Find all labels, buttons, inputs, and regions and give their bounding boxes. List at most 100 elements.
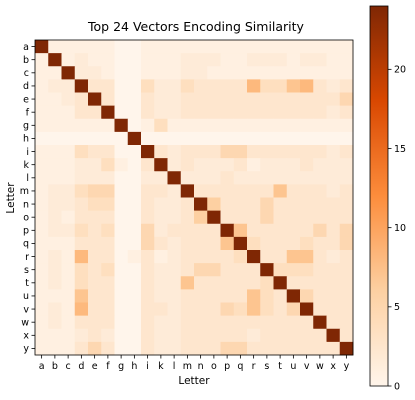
heatmap-cell — [247, 197, 261, 212]
heatmap-cell — [220, 184, 235, 198]
heatmap-cell — [88, 40, 102, 54]
heatmap-cell — [300, 197, 314, 212]
heatmap-cell — [74, 276, 89, 290]
heatmap-cell — [180, 302, 195, 317]
heatmap-cell — [61, 328, 76, 343]
y-tick-label: u — [23, 291, 29, 302]
heatmap-cell — [286, 53, 301, 67]
heatmap-cell — [233, 289, 248, 303]
heatmap-cell — [114, 302, 129, 317]
heatmap-cell — [326, 341, 341, 356]
heatmap-cell — [61, 53, 76, 67]
heatmap-cell — [114, 328, 129, 343]
y-tick-label: p — [23, 226, 29, 237]
heatmap-cell — [167, 131, 182, 146]
heatmap-cell — [154, 92, 168, 107]
y-tick-label: r — [25, 252, 29, 263]
heatmap-cell — [154, 328, 168, 343]
heatmap-cell — [180, 40, 195, 54]
heatmap-cells — [35, 40, 354, 356]
heatmap-cell — [273, 328, 288, 343]
heatmap-cell — [260, 145, 274, 159]
heatmap-cell — [339, 118, 354, 133]
heatmap-cell — [127, 289, 142, 303]
heatmap-cell — [313, 250, 327, 264]
heatmap-cell — [313, 131, 327, 146]
heatmap-cell — [88, 302, 102, 317]
y-tick-label: q — [23, 239, 29, 250]
heatmap-cell — [74, 236, 89, 251]
heatmap-cell — [101, 92, 115, 107]
heatmap-cell — [101, 197, 115, 212]
heatmap-cell — [326, 145, 341, 159]
heatmap-cell — [233, 341, 248, 356]
heatmap-cell — [260, 263, 274, 277]
heatmap-cell — [207, 79, 221, 93]
heatmap-cell — [101, 158, 115, 172]
heatmap-cell — [247, 250, 261, 264]
heatmap-cell — [101, 276, 115, 290]
heatmap-cell — [220, 105, 235, 120]
y-tick-label: n — [23, 199, 29, 210]
heatmap-cell — [220, 302, 235, 317]
x-tick-label: g — [118, 361, 124, 372]
heatmap-cell — [180, 341, 195, 356]
heatmap-cell — [339, 250, 354, 264]
heatmap-cell — [35, 289, 49, 303]
heatmap-cell — [194, 236, 208, 251]
heatmap-cell — [88, 341, 102, 356]
heatmap-cell — [74, 118, 89, 133]
y-tick-label: b — [23, 55, 29, 66]
heatmap-cell — [101, 184, 115, 198]
heatmap-cell — [300, 158, 314, 172]
heatmap-cell — [48, 236, 62, 251]
heatmap-cell — [286, 341, 301, 356]
heatmap-cell — [273, 53, 288, 67]
heatmap-cell — [260, 131, 274, 146]
heatmap-cell — [326, 184, 341, 198]
heatmap-cell — [339, 131, 354, 146]
heatmap-cell — [286, 105, 301, 120]
heatmap-cell — [233, 250, 248, 264]
heatmap-cell — [247, 53, 261, 67]
heatmap-cell — [154, 341, 168, 356]
heatmap-cell — [247, 223, 261, 238]
heatmap-cell — [48, 210, 62, 225]
heatmap-cell — [326, 328, 341, 343]
heatmap-cell — [194, 92, 208, 107]
heatmap-cell — [247, 276, 261, 290]
heatmap-cell — [180, 92, 195, 107]
heatmap-cell — [247, 92, 261, 107]
heatmap-cell — [220, 276, 235, 290]
heatmap-cell — [247, 263, 261, 277]
heatmap-cell — [220, 197, 235, 212]
heatmap-cell — [339, 302, 354, 317]
y-tick-label: c — [24, 68, 29, 79]
heatmap-cell — [207, 131, 221, 146]
x-tick-label: y — [344, 361, 350, 372]
y-tick-label: d — [23, 81, 29, 92]
heatmap-cell — [61, 131, 76, 146]
heatmap-cell — [339, 92, 354, 107]
heatmap-cell — [74, 184, 89, 198]
heatmap-cell — [180, 250, 195, 264]
heatmap-cell — [167, 315, 182, 330]
heatmap-cell — [260, 341, 274, 356]
heatmap-cell — [207, 210, 221, 225]
heatmap-cell — [233, 118, 248, 133]
heatmap-cell — [48, 184, 62, 198]
heatmap-cell — [127, 236, 142, 251]
heatmap-cell — [220, 118, 235, 133]
heatmap-cell — [260, 250, 274, 264]
heatmap-cell — [167, 210, 182, 225]
heatmap-cell — [194, 40, 208, 54]
heatmap-cell — [207, 276, 221, 290]
heatmap-cell — [313, 263, 327, 277]
y-tick-label: f — [26, 107, 30, 118]
heatmap-cell — [247, 105, 261, 120]
heatmap-cell — [101, 40, 115, 54]
heatmap-cell — [273, 197, 288, 212]
heatmap-cell — [127, 53, 142, 67]
heatmap-cell — [260, 276, 274, 290]
y-tick-label: e — [23, 94, 29, 105]
